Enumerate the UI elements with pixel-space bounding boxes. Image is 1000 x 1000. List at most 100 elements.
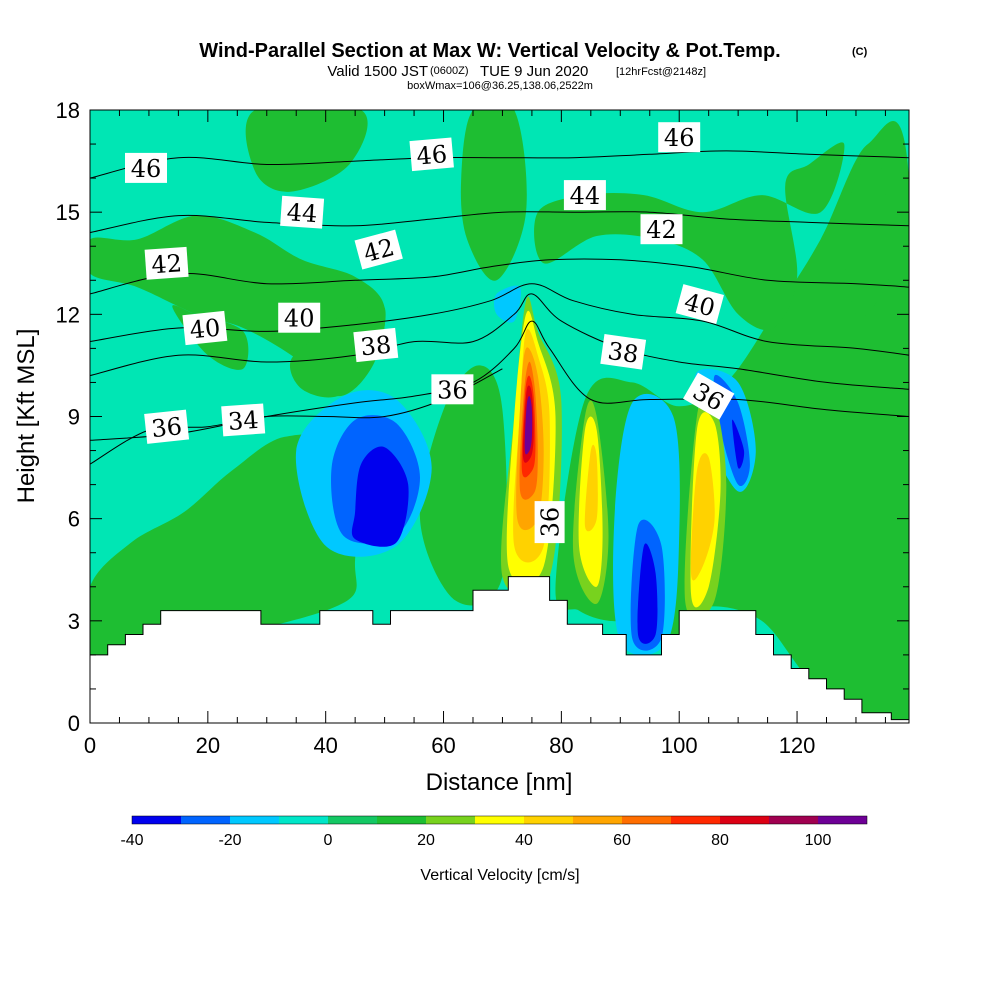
velocity-region-10 <box>460 110 527 281</box>
velocity-region-40 <box>584 444 598 532</box>
y-tick-label: 6 <box>68 507 80 532</box>
contour-label-box <box>354 229 403 270</box>
contour-label-text: 38 <box>606 337 640 369</box>
colorbar-segment <box>279 816 328 824</box>
velocity-region--40 <box>637 545 651 629</box>
colorbar-segment <box>377 816 426 824</box>
contour-label-box <box>182 310 228 346</box>
colorbar-tick-label: -20 <box>218 832 241 849</box>
velocity-region-10 <box>534 142 845 331</box>
contour-label-text: 40 <box>188 313 221 344</box>
velocity-region--30 <box>732 419 745 469</box>
y-tick-label: 0 <box>68 711 80 736</box>
colorbar-segment <box>475 816 524 824</box>
colorbar-tick-label: 100 <box>805 832 832 849</box>
x-tick-label: 20 <box>196 733 220 758</box>
contour-label-box <box>431 374 474 405</box>
x-tick-label: 0 <box>84 733 96 758</box>
velocity-region-40 <box>690 453 715 581</box>
colorbar-tick-label: 40 <box>515 832 533 849</box>
contour-label-box <box>125 152 167 183</box>
x-tick-label: 40 <box>313 733 337 758</box>
y-tick-label: 12 <box>56 302 80 327</box>
theta-line-44 <box>90 211 909 234</box>
contour-label-40: 40 <box>182 310 228 346</box>
colorbar-segment <box>622 816 671 824</box>
theta-contour-lines <box>90 150 909 465</box>
colorbar-tick-label: 0 <box>324 832 333 849</box>
contour-label-36: 36 <box>534 501 565 544</box>
contour-label-36: 36 <box>144 409 190 444</box>
velocity-region-10 <box>289 303 386 398</box>
contour-label-44: 44 <box>280 195 325 229</box>
contour-label-38: 38 <box>353 327 399 363</box>
copyright-mark: (C) <box>852 46 868 58</box>
contour-label-box <box>683 372 735 420</box>
contour-label-box <box>144 409 190 444</box>
y-tick-label: 18 <box>56 98 80 123</box>
x-tick-label: 120 <box>779 733 816 758</box>
contour-label-box <box>675 284 724 325</box>
contour-label-40: 40 <box>675 284 724 325</box>
contour-label-42: 42 <box>144 246 189 280</box>
contour-label-34: 34 <box>221 403 266 437</box>
contour-label-42: 42 <box>640 214 683 245</box>
colorbar-frame <box>131 815 868 825</box>
velocity-region-10 <box>245 110 368 192</box>
contour-label-box <box>144 246 189 280</box>
contour-label-text: 46 <box>131 155 162 183</box>
contour-label-box <box>280 195 325 229</box>
theta-line-46 <box>90 150 909 179</box>
contour-label-text: 46 <box>664 124 695 152</box>
contour-label-text: 36 <box>150 412 183 443</box>
terrain-layer <box>90 576 909 723</box>
contour-label-46: 46 <box>125 152 167 183</box>
contour-label-box <box>278 302 321 333</box>
contour-label-box <box>600 334 647 370</box>
colorbar-segment <box>132 816 181 824</box>
velocity-region-10 <box>419 365 507 606</box>
contour-label-text: 42 <box>646 216 677 244</box>
x-tick-label: 100 <box>661 733 698 758</box>
contour-label-text: 36 <box>437 376 468 404</box>
contour-label-38: 38 <box>600 334 647 370</box>
theta-line-40 <box>90 283 909 356</box>
theta-line-42 <box>90 258 909 295</box>
colorbar-segment <box>671 816 720 824</box>
colorbar-tick-label: 60 <box>613 832 631 849</box>
chart-title: Wind-Parallel Section at Max W: Vertical… <box>199 40 780 62</box>
contour-label-46: 46 <box>409 137 454 172</box>
x-tick-label: 60 <box>431 733 455 758</box>
y-tick-label: 9 <box>68 405 80 430</box>
colorbar-segment <box>426 816 475 824</box>
velocity-region-100 <box>524 395 533 455</box>
contour-label-text: 38 <box>359 330 392 361</box>
y-axis-label: Height [Kft MSL] <box>13 329 40 504</box>
colorbar-segment <box>818 816 867 824</box>
contour-label-box <box>353 327 399 363</box>
colorbar-label: Vertical Velocity [cm/s] <box>420 867 579 884</box>
colorbar-tick-label: -40 <box>120 832 143 849</box>
contour-label-46: 46 <box>658 122 701 153</box>
colorbar-tick-label: 80 <box>711 832 729 849</box>
theta-line-36 <box>90 320 909 441</box>
y-tick-label: 15 <box>56 200 80 225</box>
colorbar-segment <box>720 816 769 824</box>
contour-label-box <box>563 180 606 211</box>
valid-utc: (0600Z) <box>430 65 469 77</box>
box-wmax-info: boxWmax=106@36.25,138.06,2522m <box>407 80 593 92</box>
contour-label-44: 44 <box>563 180 606 211</box>
colorbar-segment <box>230 816 279 824</box>
x-axis-label: Distance [nm] <box>426 769 573 796</box>
contour-label-text: 44 <box>570 182 601 210</box>
contour-label-box <box>534 501 565 544</box>
contour-label-text: 40 <box>284 305 315 333</box>
velocity-contour-fills <box>90 110 909 723</box>
contour-label-text: 42 <box>150 249 182 279</box>
contour-label-box <box>640 214 683 245</box>
contour-label-box <box>221 403 266 437</box>
colorbar: -40 -20 0 20 40 60 80 100 <box>120 815 868 849</box>
